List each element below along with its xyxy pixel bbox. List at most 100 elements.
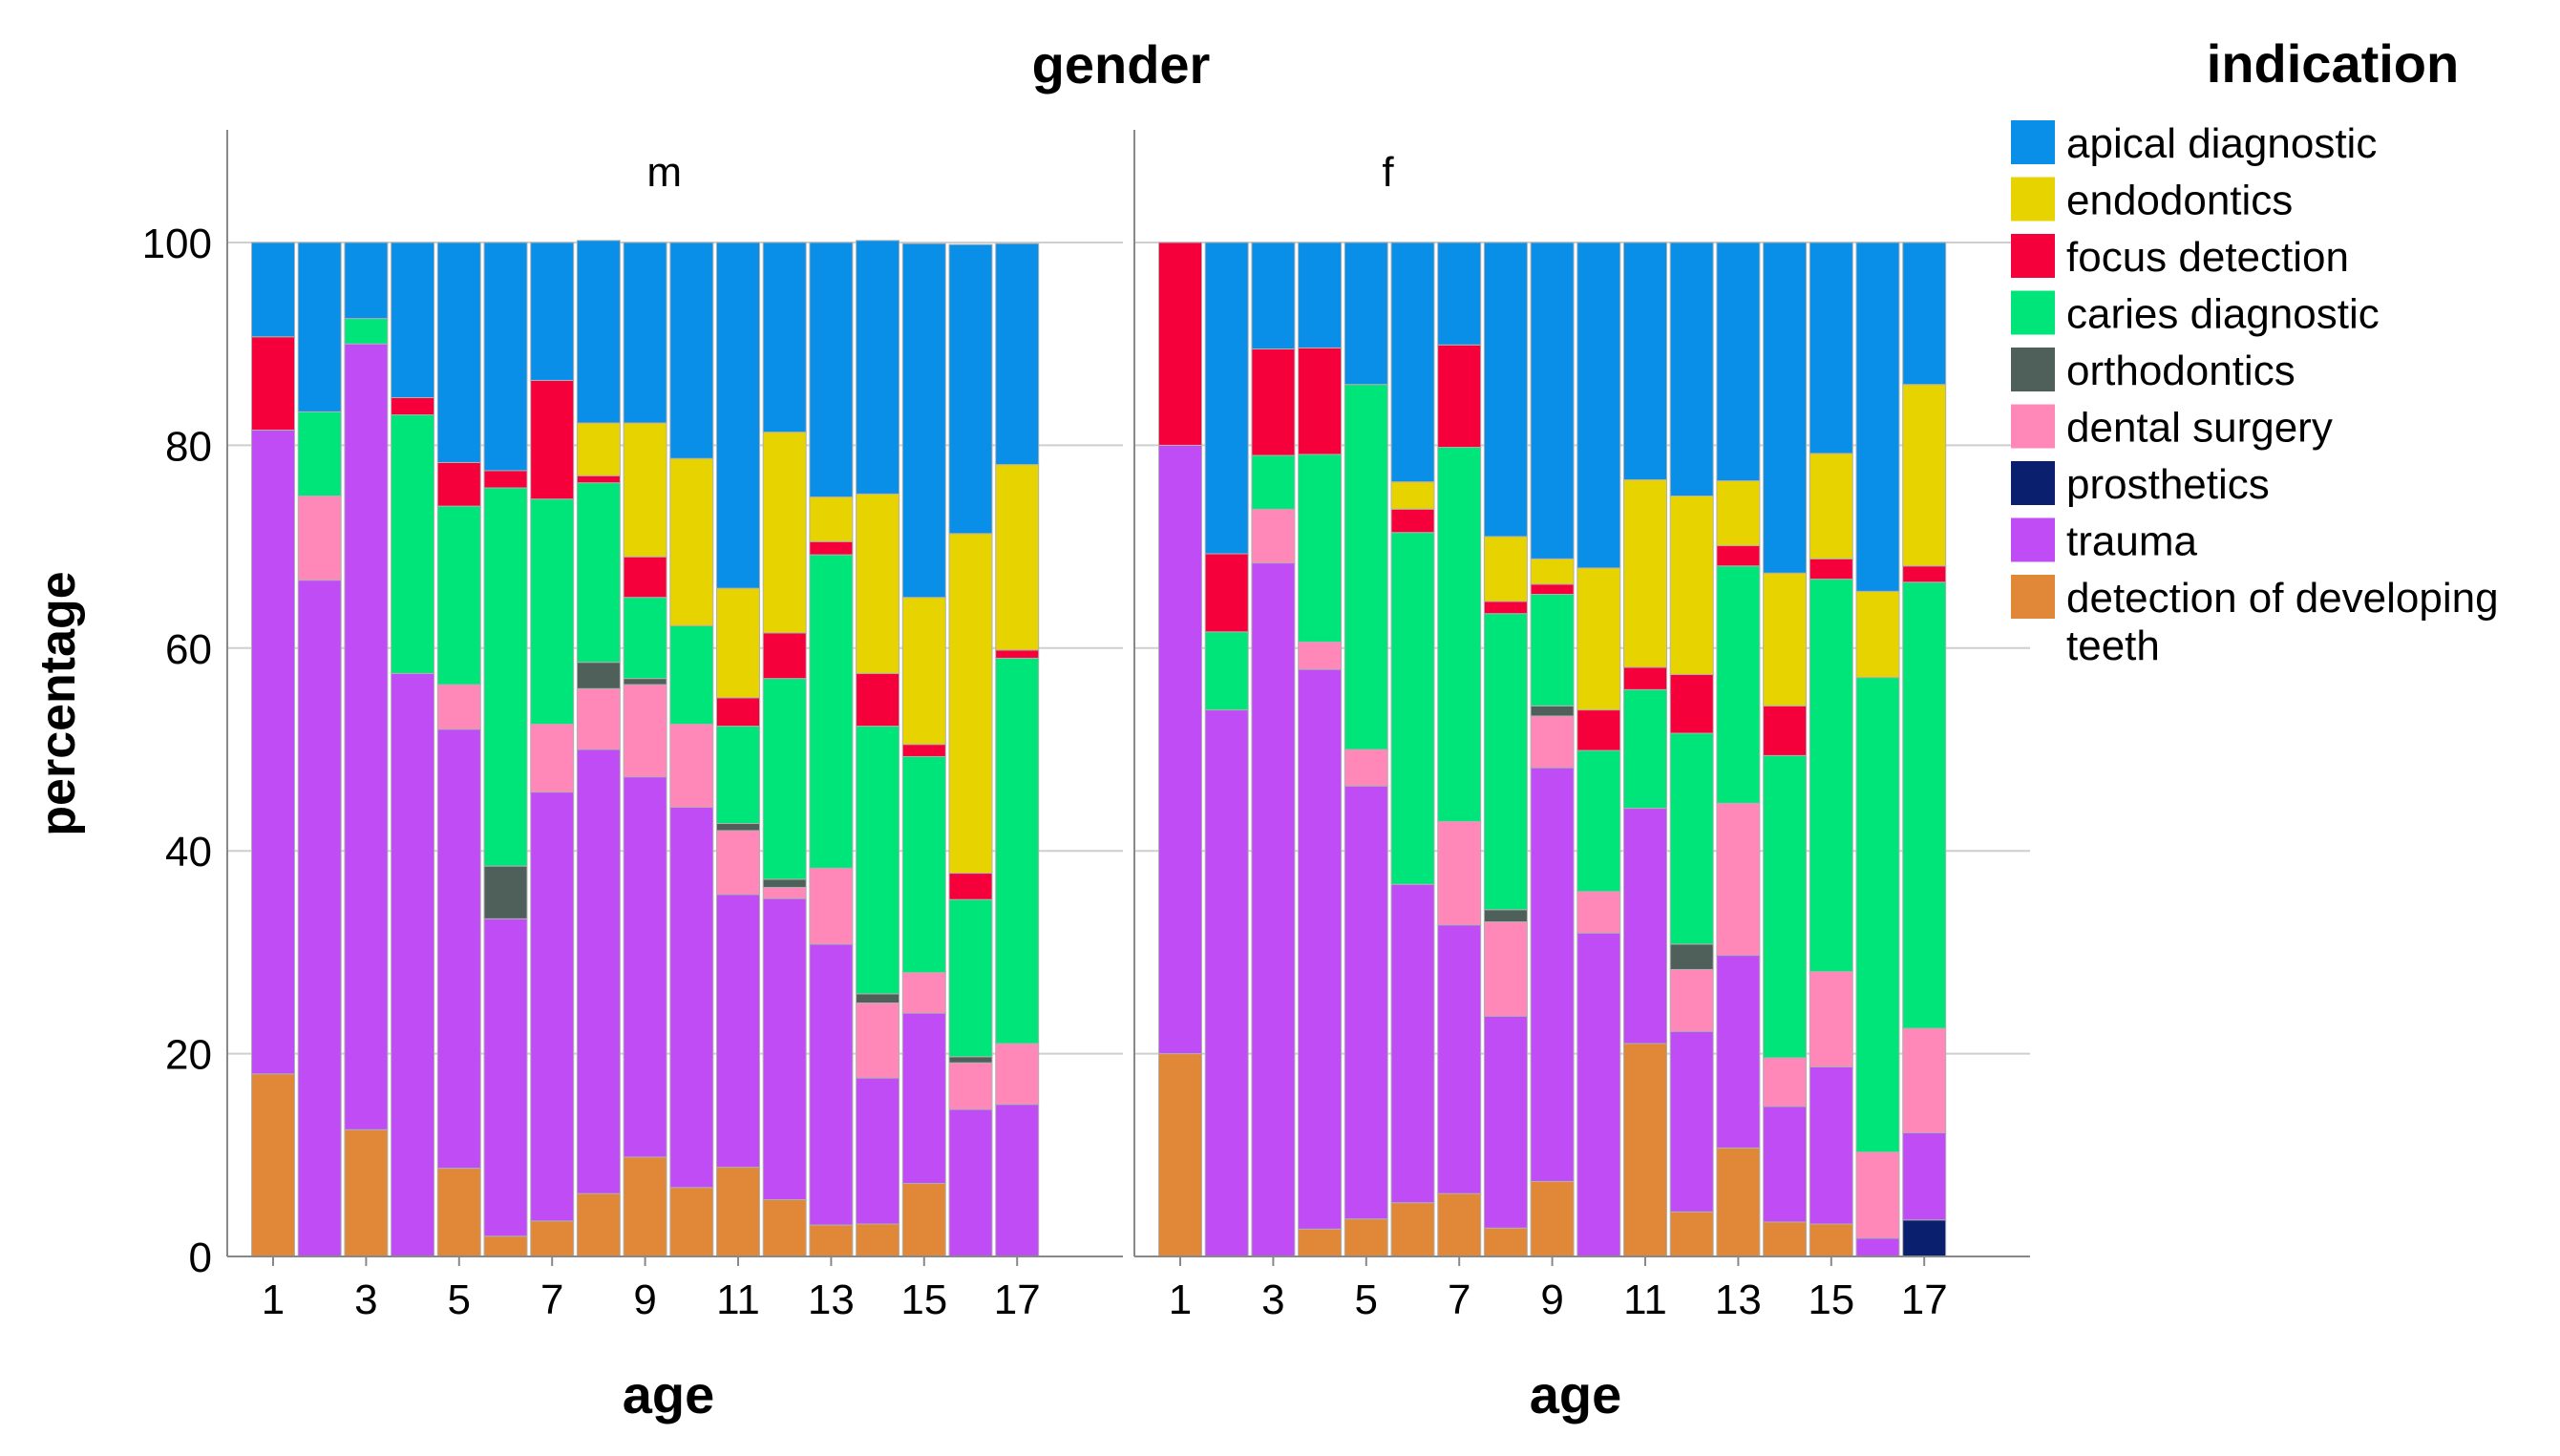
bar-segment xyxy=(1576,749,1621,893)
bar-segment xyxy=(948,1108,993,1257)
bar-segment xyxy=(1298,242,1343,348)
bar-segment xyxy=(1483,1015,1528,1229)
bar-segment xyxy=(1855,1151,1900,1239)
bar-segment xyxy=(716,823,760,832)
bar-segment xyxy=(623,597,667,680)
bar-segment xyxy=(1855,590,1900,679)
bar-segment xyxy=(809,496,854,542)
bar-segment xyxy=(948,873,993,900)
bar-segment xyxy=(856,672,900,728)
bar-segment xyxy=(391,414,435,674)
legend-label: caries diagnostic xyxy=(2066,291,2380,338)
bar-segment xyxy=(762,632,807,680)
legend-label: apical diagnostic xyxy=(2066,120,2377,167)
bar-segment xyxy=(1669,1030,1714,1213)
bar-segment xyxy=(1530,767,1575,1182)
x-tick-label: 7 xyxy=(1448,1277,1470,1323)
legend-swatch xyxy=(2011,575,2055,619)
legend-label: orthodontics xyxy=(2066,348,2296,394)
bar-segment xyxy=(716,587,760,699)
bar-segment xyxy=(436,1168,481,1257)
bar-segment xyxy=(1902,384,1947,567)
bar-segment xyxy=(1576,567,1621,711)
bar-segment xyxy=(1716,565,1761,804)
bar-segment xyxy=(1902,581,1947,1029)
legend-swatch xyxy=(2011,290,2055,335)
bar-segment xyxy=(623,1156,667,1257)
bar-segment xyxy=(436,728,481,1170)
bar-segment xyxy=(1809,242,1853,454)
bar-segment xyxy=(948,1062,993,1110)
x-tick-label: 11 xyxy=(1623,1277,1667,1323)
bar-segment xyxy=(1251,348,1296,456)
legend-item: apical diagnostic xyxy=(2011,120,2377,167)
x-tick-label: 5 xyxy=(448,1277,471,1323)
bar-segment xyxy=(1669,496,1714,675)
bar-segment xyxy=(1437,242,1482,346)
bar-segment xyxy=(1483,909,1528,923)
bar-segment xyxy=(1576,932,1621,1257)
bar-segment xyxy=(948,1056,993,1064)
bar-segment xyxy=(576,482,621,664)
bar-segment xyxy=(1530,705,1575,717)
bar-segment xyxy=(1623,479,1667,668)
bar-segment xyxy=(483,865,528,919)
bar-segment xyxy=(856,1223,900,1257)
bar-segment xyxy=(901,744,946,757)
x-tick-label: 9 xyxy=(633,1277,656,1323)
bar-segment xyxy=(297,411,342,497)
bar-segment xyxy=(1251,454,1296,510)
bar-segment xyxy=(1158,1053,1202,1257)
bar-segment xyxy=(1716,545,1761,567)
bar-segment xyxy=(483,487,528,867)
bar-segment xyxy=(1390,508,1435,534)
bar-segment xyxy=(809,867,854,945)
bar-segment xyxy=(1530,558,1575,585)
legend-item: endodontics xyxy=(2011,177,2293,224)
bar-segment xyxy=(1809,558,1853,580)
bar-segment xyxy=(251,1073,295,1257)
bar-segment xyxy=(1809,579,1853,973)
legend-swatch xyxy=(2011,461,2055,505)
bar-segment xyxy=(1902,1027,1947,1133)
bar-segment xyxy=(995,649,1040,659)
bar-segment xyxy=(669,1187,714,1257)
bar-segment xyxy=(1530,242,1575,559)
bar-segment xyxy=(1716,480,1761,547)
legend-label: endodontics xyxy=(2066,178,2293,224)
bar-segment xyxy=(483,470,528,489)
bar-segment xyxy=(856,1002,900,1079)
chart-title: gender xyxy=(1032,34,1211,95)
bar-segment xyxy=(948,533,993,875)
bar-segment xyxy=(716,242,760,589)
bar-segment xyxy=(901,597,946,746)
bar-segment xyxy=(1343,242,1388,386)
bar-segment xyxy=(1158,444,1202,1055)
bar-segment xyxy=(669,242,714,459)
bar-segment xyxy=(344,1129,389,1257)
bar-segment xyxy=(1530,1180,1575,1257)
bar-segment xyxy=(530,242,575,381)
legend-label: prosthetics xyxy=(2066,461,2270,508)
y-tick-label: 0 xyxy=(189,1234,212,1281)
x-tick-label: 15 xyxy=(1808,1277,1854,1323)
bar-segment xyxy=(436,505,481,686)
bar-segment xyxy=(1669,1211,1714,1257)
bar-segment xyxy=(391,242,435,398)
bar-segment xyxy=(1343,1218,1388,1257)
legend-label: detection of developing teeth xyxy=(2066,575,2499,669)
panel-f: f1 3 5 7 9 11 13 15 17 xyxy=(1133,130,2030,1323)
bar-segment xyxy=(483,1235,528,1257)
bar-segment xyxy=(344,242,389,320)
bar-segment xyxy=(716,697,760,728)
bar-segment xyxy=(1902,565,1947,583)
bar-segment xyxy=(1437,924,1482,1194)
bar-segment xyxy=(1809,971,1853,1067)
x-tick-label: 15 xyxy=(900,1277,947,1323)
legend-swatch xyxy=(2011,234,2055,278)
bar-segment xyxy=(1716,1147,1761,1257)
bar-segment xyxy=(576,662,621,689)
y-tick-label: 100 xyxy=(142,221,212,267)
bar-segment xyxy=(1623,666,1667,690)
